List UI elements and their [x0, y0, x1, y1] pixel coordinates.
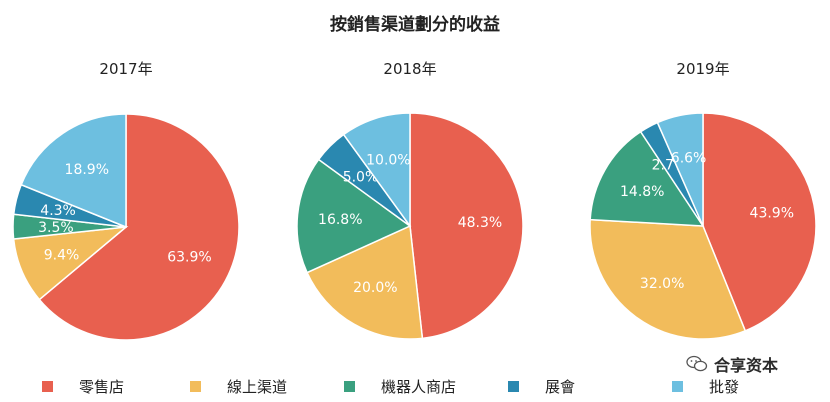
pie-year-label: 2019年	[676, 60, 729, 78]
pie-year-label: 2017年	[99, 60, 152, 78]
pie-slice	[409, 112, 524, 340]
chart-title: 按銷售渠道劃分的收益	[330, 15, 500, 35]
pie-slice-label: 5.0%	[343, 169, 379, 185]
pie-slice	[306, 224, 424, 340]
pie-slice	[38, 113, 240, 341]
wechat-icon	[686, 355, 708, 372]
legend-swatch	[190, 381, 201, 392]
legend-item: 展會	[508, 376, 575, 397]
pie-slice-label: 6.6%	[671, 150, 707, 166]
legend-label: 機器人商店	[381, 378, 457, 396]
watermark-text: 合享资本	[714, 356, 779, 375]
pie-slice-label: 9.4%	[44, 247, 80, 263]
watermark: 合享资本	[686, 352, 778, 376]
pie-slice	[589, 218, 747, 340]
pie-slice-label: 63.9%	[167, 250, 211, 266]
pie-slice-label: 32.0%	[640, 276, 684, 292]
pie-year-label: 2018年	[383, 60, 436, 78]
pie-slice-label: 14.8%	[620, 184, 664, 200]
legend-label: 零售店	[79, 378, 125, 396]
legend-swatch	[42, 381, 53, 392]
legend-item: 批發	[672, 376, 739, 397]
pie-slice-label: 48.3%	[458, 215, 502, 231]
legend-item: 線上渠道	[190, 376, 287, 397]
pie-slice	[342, 112, 411, 229]
pie-slice	[296, 158, 412, 274]
legend-swatch	[344, 381, 355, 392]
pie-slice-label: 43.9%	[750, 206, 794, 222]
pie-slice	[656, 112, 704, 227]
pie-slice-label: 3.5%	[38, 220, 74, 236]
legend-label: 線上渠道	[227, 378, 288, 396]
legend-label: 展會	[545, 378, 576, 396]
legend-swatch	[508, 381, 519, 392]
legend-label: 批發	[709, 378, 740, 396]
pie-slice-label: 4.3%	[40, 203, 76, 219]
pie-slice-label: 16.8%	[318, 212, 362, 228]
pie-slice-label: 20.0%	[353, 280, 397, 296]
pie-slice	[20, 113, 127, 229]
pie-slice-label: 18.9%	[65, 162, 109, 178]
pie-slice-label: 10.0%	[366, 152, 410, 168]
legend-swatch	[672, 381, 683, 392]
pie-slice	[702, 112, 817, 332]
legend-item: 機器人商店	[344, 376, 456, 397]
pie-slice	[589, 130, 705, 227]
legend: 零售店 線上渠道 機器人商店 展會 批發	[0, 376, 830, 400]
legend-item: 零售店	[42, 376, 124, 397]
